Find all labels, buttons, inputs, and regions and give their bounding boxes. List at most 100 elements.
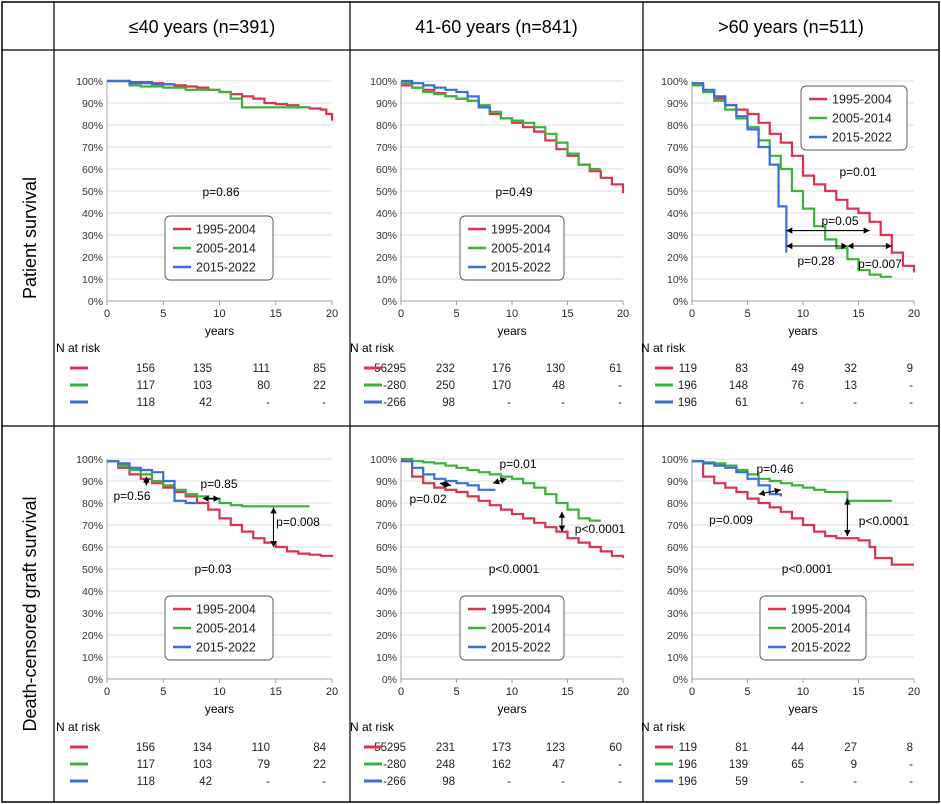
risk-table-title: N at risk: [641, 720, 686, 734]
y-tick-label: 0%: [673, 296, 688, 308]
risk-count: -: [383, 759, 387, 771]
risk-count: 13: [844, 380, 857, 392]
risk-count: 170: [492, 380, 511, 392]
y-tick-label: 30%: [667, 608, 688, 620]
p-value-label: p=0.02: [409, 492, 446, 506]
y-tick-label: 20%: [667, 252, 688, 264]
risk-count: -: [383, 380, 387, 392]
legend-label: 2005-2014: [196, 622, 256, 636]
risk-count: 130: [546, 363, 565, 375]
risk-count: 248: [436, 759, 455, 771]
arrow-head: [202, 495, 209, 502]
y-tick-label: 60%: [667, 542, 688, 554]
y-tick-label: 40%: [82, 208, 103, 220]
risk-count: 232: [436, 363, 455, 375]
x-tick-label: 5: [453, 686, 459, 698]
panel-4: 0% 10% 20% 30% 40% 50% 60% 70% 80% 90% 100% 0 5 10 15 2…: [350, 454, 629, 788]
series-line-2005-2014: [107, 460, 310, 508]
y-tick-label: 50%: [376, 186, 397, 198]
column-header-0: ≤40 years (n=391): [129, 17, 275, 37]
p-value-label: p=0.05: [821, 214, 858, 228]
series-line-2005-2014: [692, 84, 892, 278]
risk-count: 76: [791, 380, 804, 392]
y-tick-label: 20%: [667, 630, 688, 642]
risk-count: -: [383, 776, 387, 788]
x-tick-label: 15: [852, 686, 864, 698]
series-line-2005-2014: [401, 457, 601, 522]
y-tick-label: 100%: [661, 454, 688, 466]
y-tick-label: 20%: [376, 252, 397, 264]
risk-count: 47: [552, 759, 565, 771]
legend-label: 1995-2004: [196, 223, 256, 237]
risk-count: 27: [844, 742, 857, 754]
risk-count: -: [853, 776, 857, 788]
risk-count: 103: [193, 759, 212, 771]
risk-count: 42: [199, 776, 212, 788]
row-header-0: Patient survival: [20, 177, 40, 299]
risk-count: -: [618, 776, 622, 788]
risk-count: -: [322, 397, 326, 409]
risk-count: 295: [387, 363, 406, 375]
risk-count: -: [909, 397, 913, 409]
risk-count: 110: [252, 742, 270, 754]
y-tick-label: 90%: [82, 98, 103, 110]
risk-count: -: [561, 397, 565, 409]
y-tick-label: 20%: [376, 630, 397, 642]
risk-table-title: N at risk: [641, 341, 686, 355]
risk-count: 59: [735, 776, 748, 788]
risk-count: 118: [137, 397, 155, 409]
risk-table-title: N at risk: [56, 720, 101, 734]
y-tick-label: 50%: [82, 564, 103, 576]
y-tick-label: 80%: [376, 498, 397, 510]
risk-table: N at risk15613411084551171037922-11842--…: [56, 720, 387, 788]
risk-count: 280: [387, 759, 406, 771]
arrow-head: [143, 476, 150, 483]
y-tick-label: 60%: [376, 542, 397, 554]
series-line-1995-2004: [107, 460, 334, 557]
risk-count: 118: [137, 776, 155, 788]
legend: 1995-2004 2005-2014 2015-2022: [164, 595, 274, 661]
legend-box: [759, 595, 867, 661]
p-value-label: p=0.46: [756, 462, 793, 476]
risk-count: 60: [609, 742, 622, 754]
x-tick-label: 10: [506, 686, 518, 698]
series-line-2015-2022: [692, 82, 788, 253]
legend-label: 2005-2014: [491, 242, 551, 256]
legend-box: [164, 595, 274, 661]
risk-count: 173: [492, 742, 511, 754]
y-tick-label: 80%: [82, 498, 103, 510]
series-line-2005-2014: [107, 79, 310, 109]
risk-count: 22: [313, 380, 326, 392]
risk-count: 61: [735, 397, 748, 409]
y-tick-label: 40%: [667, 586, 688, 598]
y-tick-label: 80%: [667, 120, 688, 132]
legend-label: 2005-2014: [196, 242, 256, 256]
risk-count: 196: [678, 380, 697, 392]
y-tick-label: 80%: [667, 498, 688, 510]
arrow-head: [844, 530, 851, 536]
y-tick-label: 60%: [82, 542, 103, 554]
x-tick-label: 10: [797, 686, 809, 698]
p-value-label: p<0.0001: [575, 522, 626, 536]
risk-count: 148: [729, 380, 748, 392]
row-header-1: Death-censored graft survival: [20, 496, 40, 731]
risk-count: 98: [442, 776, 455, 788]
panel-0: 0% 10% 20% 30% 40% 50% 60% 70% 80% 90% 100% 0 5 10 15 2…: [56, 76, 387, 409]
legend-label: 2005-2014: [491, 622, 551, 636]
risk-count: -: [909, 759, 913, 771]
p-value-label: p=0.007: [858, 257, 902, 271]
y-tick-label: 0%: [88, 674, 103, 686]
x-tick-label: 10: [213, 308, 225, 320]
series-line-2005-2014: [692, 460, 892, 502]
x-tick-label: 15: [561, 686, 573, 698]
arrow-head: [558, 511, 566, 518]
y-tick-label: 10%: [667, 652, 688, 664]
y-tick-label: 90%: [376, 476, 397, 488]
x-tick-label: 0: [689, 686, 695, 698]
legend-label: 2005-2014: [791, 622, 851, 636]
arrow-head: [847, 242, 854, 250]
x-tick-label: 10: [797, 308, 809, 320]
risk-count: 266: [387, 776, 406, 788]
